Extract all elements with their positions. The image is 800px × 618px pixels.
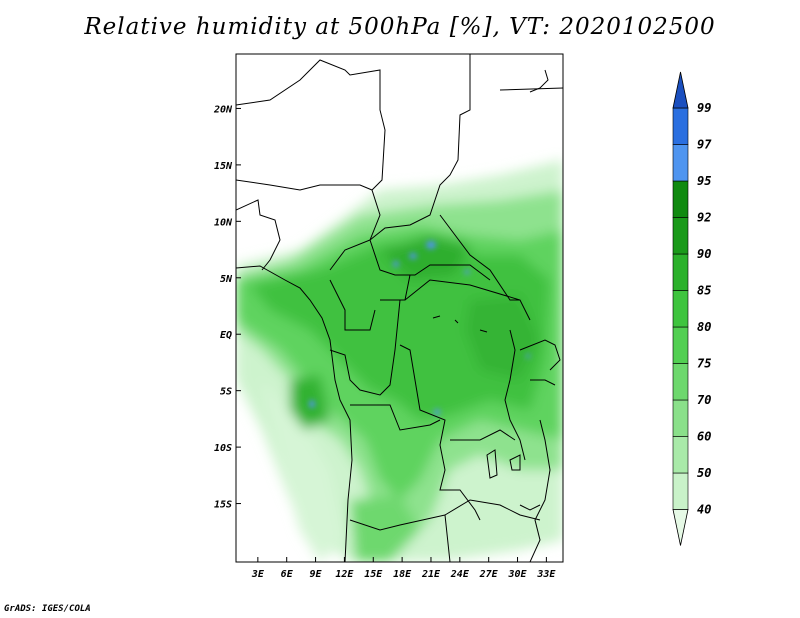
x-tick-label: 27E: [479, 569, 499, 580]
colorbar-band: [672, 436, 689, 474]
x-tick-label: 12E: [335, 569, 354, 580]
x-tick-label: 33E: [536, 569, 556, 580]
y-axis: 20N 15N 10N 5N EQ 5S 10S 15S: [213, 104, 241, 511]
colorbar-band: [672, 144, 689, 182]
colorbar-band: [672, 472, 689, 510]
colorbar-over-arrow: [672, 71, 689, 109]
colorbar-label: 40: [697, 503, 711, 517]
x-tick-label: 24E: [450, 569, 470, 580]
country-borders: [236, 54, 563, 562]
colorbar-label: 99: [697, 101, 711, 115]
map-title: Relative humidity at 500hPa [%], VT: 202…: [84, 14, 716, 40]
colorbar-band: [672, 326, 689, 364]
y-tick-label: 5S: [220, 387, 232, 398]
colorbar-label: 95: [697, 174, 711, 188]
x-tick-label: 6E: [281, 569, 294, 580]
colorbar-band: [672, 217, 689, 255]
colorbar-label: 97: [697, 138, 712, 152]
y-tick-label: 20N: [213, 104, 233, 115]
grads-credit: GrADS: IGES/COLA: [4, 604, 91, 614]
x-tick-label: 3E: [251, 569, 265, 580]
colorbar-label: 60: [697, 430, 711, 444]
humidity-shading: [236, 160, 563, 562]
x-axis: 3E 6E 9E 12E 15E 18E 21E 24E 27E 30E 33E: [251, 557, 556, 580]
y-tick-label: 15N: [214, 161, 233, 172]
x-tick-label: 21E: [421, 569, 441, 580]
colorbar-label: 70: [697, 393, 711, 407]
colorbar-band: [672, 290, 689, 328]
colorbar-band: [672, 363, 689, 401]
plot-frame: [235, 53, 564, 563]
colorbar-band: [672, 253, 689, 291]
x-tick-label: 18E: [393, 569, 412, 580]
colorbar: 40 50 60 70 75 80 85 90 92 95 97 99: [672, 71, 712, 546]
colorbar-label: 80: [697, 320, 711, 334]
colorbar-label: 75: [697, 357, 711, 371]
x-tick-label: 9E: [310, 569, 323, 580]
x-tick-label: 30E: [507, 569, 527, 580]
colorbar-band: [672, 107, 689, 145]
colorbar-label: 92: [697, 211, 711, 225]
y-tick-label: 10N: [214, 217, 233, 228]
colorbar-label: 50: [697, 466, 711, 480]
colorbar-under-arrow: [672, 509, 689, 546]
colorbar-label: 90: [697, 247, 711, 261]
colorbar-label: 85: [697, 284, 711, 298]
colorbar-band: [672, 180, 689, 218]
y-tick-label: 5N: [220, 274, 233, 285]
colorbar-band: [672, 399, 689, 437]
y-tick-label: 15S: [214, 500, 232, 511]
y-tick-label: 10S: [214, 443, 232, 454]
y-tick-label: EQ: [220, 330, 232, 341]
x-tick-label: 15E: [364, 569, 383, 580]
